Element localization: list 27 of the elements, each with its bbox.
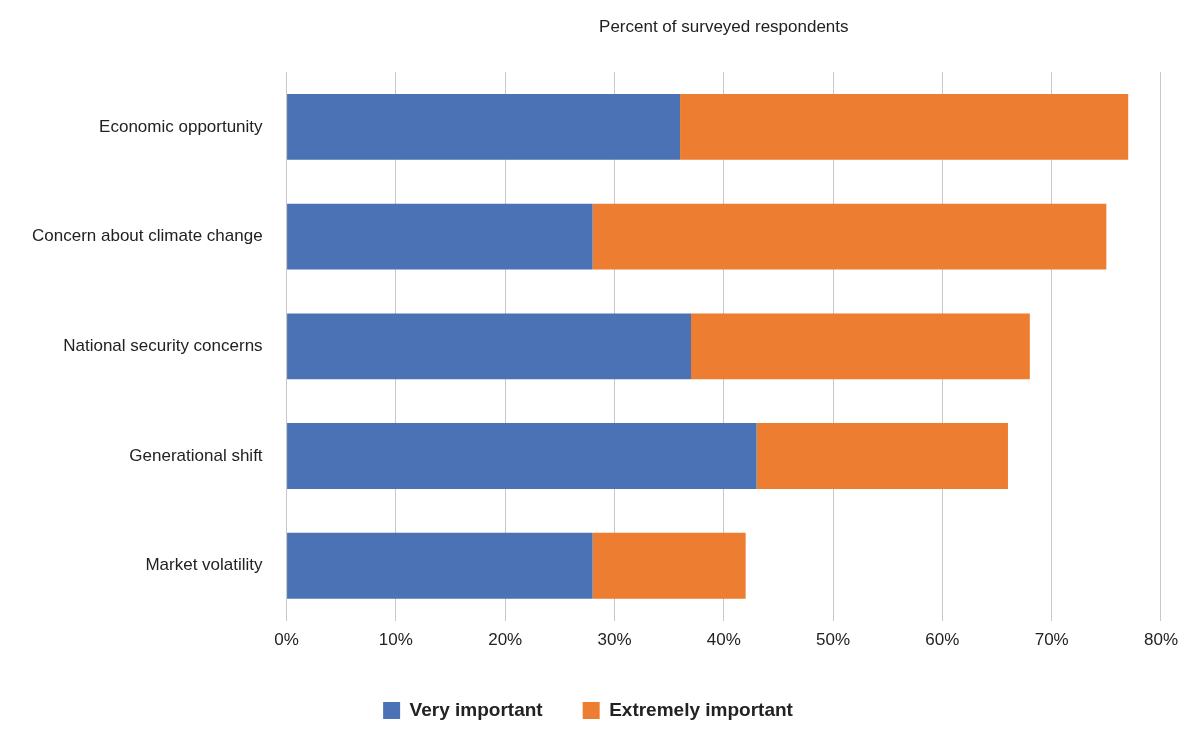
x-tick-label: 50% xyxy=(816,630,851,650)
bar xyxy=(756,423,1008,489)
x-tick-label: 70% xyxy=(1034,630,1069,650)
legend-label: Extremely important xyxy=(609,698,794,720)
x-tick-label: 80% xyxy=(1143,630,1178,650)
x-tick-label: 20% xyxy=(488,630,523,650)
x-tick-label: 10% xyxy=(378,630,413,650)
bar xyxy=(592,203,1107,270)
y-tick-label: Market volatility xyxy=(145,555,264,575)
x-axis-title: Percent of surveyed respondents xyxy=(599,17,849,37)
x-tick-label: 60% xyxy=(925,630,960,650)
y-tick-label: Economic opportunity xyxy=(99,116,264,136)
bar xyxy=(287,532,593,599)
y-tick-label: National security concerns xyxy=(63,335,263,355)
bar xyxy=(287,93,681,160)
y-tick-label: Generational shift xyxy=(129,445,263,465)
legend-label: Very important xyxy=(409,698,544,720)
bar xyxy=(691,313,1030,380)
x-tick-label: 40% xyxy=(706,630,741,650)
bar xyxy=(287,313,691,380)
bar xyxy=(680,93,1129,160)
bar xyxy=(287,423,757,489)
y-tick-label: Concern about climate change xyxy=(31,226,263,246)
x-tick-label: 30% xyxy=(597,630,632,650)
bar xyxy=(287,203,593,270)
bar xyxy=(592,532,746,599)
x-tick-label: 0% xyxy=(274,630,299,650)
